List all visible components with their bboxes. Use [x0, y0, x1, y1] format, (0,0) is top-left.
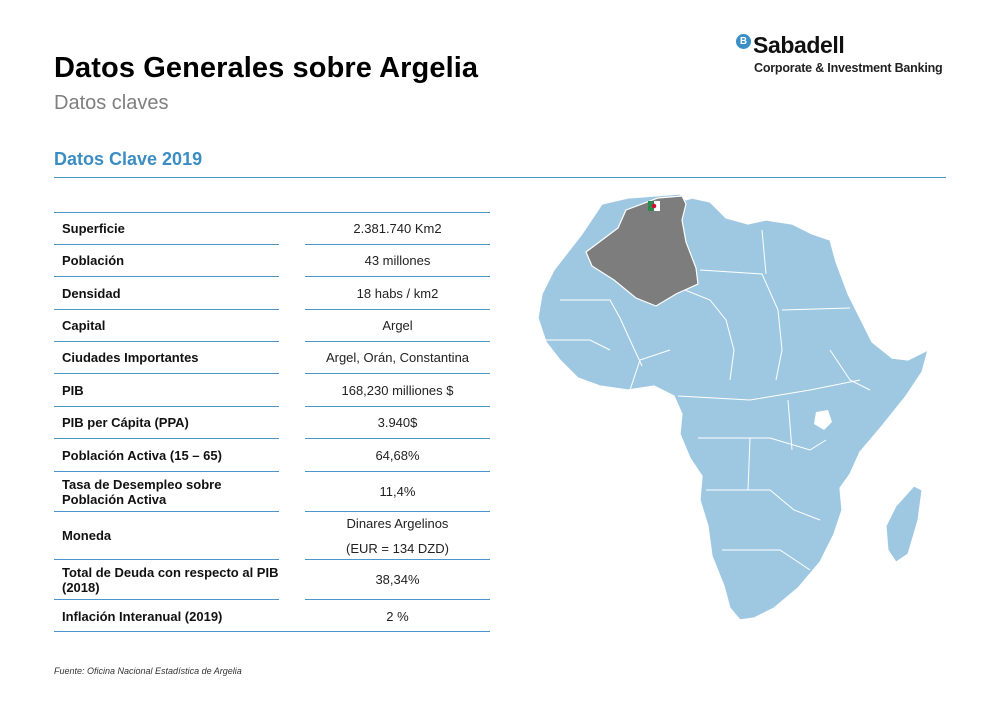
row-label: Tasa de Desempleo sobre Población Activa — [54, 472, 279, 512]
row-value-text: 38,34% — [375, 572, 420, 587]
table-row: Total de Deuda con respecto al PIB (2018… — [54, 560, 490, 600]
algeria-highlight — [585, 195, 699, 307]
table-row: Tasa de Desempleo sobre Población Activa… — [54, 472, 490, 512]
row-label: Densidad — [54, 277, 279, 310]
algeria-flag-icon — [648, 201, 660, 211]
row-value: Argel — [305, 310, 490, 342]
table-row: Inflación Interanual (2019) 2 % — [54, 600, 490, 632]
row-value: 2 % — [305, 600, 490, 632]
sabadell-logo: B Sabadell Corporate & Investment Bankin… — [736, 32, 956, 75]
row-label: Población — [54, 245, 279, 277]
table-top-rule — [54, 212, 490, 213]
row-value-text: Argel, Orán, Constantina — [325, 350, 470, 365]
table-row: Ciudades Importantes Argel, Orán, Constan… — [54, 342, 490, 374]
row-label: Población Activa (15 – 65) — [54, 439, 279, 472]
row-value: 11,4% — [305, 472, 490, 512]
table-row: Capital Argel — [54, 310, 490, 342]
row-label: Total de Deuda con respecto al PIB (2018… — [54, 560, 279, 600]
table-row: Densidad 18 habs / km2 — [54, 277, 490, 310]
table-row: Población Activa (15 – 65) 64,68% — [54, 439, 490, 472]
row-value-text: 168,230 milliones $ — [341, 382, 454, 398]
row-label: PIB — [54, 374, 279, 407]
row-value-text: Dinares Argelinos — [346, 515, 449, 531]
logo-name: Sabadell — [753, 32, 845, 58]
country-borders — [546, 229, 871, 571]
row-value-text: 64,68% — [375, 447, 420, 463]
row-value-text: 43 millones — [364, 253, 431, 268]
row-value-text: 18 habs / km2 — [356, 285, 439, 301]
africa-map — [537, 193, 929, 621]
row-label: Superficie — [54, 213, 279, 245]
row-value: 168,230 milliones $ — [305, 374, 490, 407]
lake-victoria — [814, 410, 832, 430]
row-value-text-secondary: (EUR = 134 DZD) — [346, 540, 449, 556]
row-label: PIB per Cápita (PPA) — [54, 407, 279, 439]
row-value-text: 2.381.740 Km2 — [353, 221, 442, 236]
row-value-text: 2 % — [386, 608, 409, 624]
row-value: 3.940$ — [305, 407, 490, 439]
row-value: 64,68% — [305, 439, 490, 472]
table-row: PIB per Cápita (PPA) 3.940$ — [54, 407, 490, 439]
row-value: Argel, Orán, Constantina — [305, 342, 490, 374]
madagascar — [885, 485, 923, 563]
row-value-text: 11,4% — [379, 484, 416, 499]
table-row: PIB 168,230 milliones $ — [54, 374, 490, 407]
page-title: Datos Generales sobre Argelia — [54, 52, 479, 84]
row-value: 43 millones — [305, 245, 490, 277]
section-heading: Datos Clave 2019 — [54, 149, 203, 169]
section-divider — [54, 177, 946, 178]
row-label: Ciudades Importantes — [54, 342, 279, 374]
row-label: Inflación Interanual (2019) — [62, 608, 223, 624]
page-subtitle: Datos claves — [54, 92, 169, 114]
row-value-text: 3.940$ — [377, 415, 418, 430]
row-value: Dinares Argelinos (EUR = 134 DZD) — [305, 512, 490, 560]
row-label: Moneda — [54, 512, 279, 560]
row-value: 2.381.740 Km2 — [305, 213, 490, 245]
table-row: Población 43 millones — [54, 245, 490, 277]
row-value: 18 habs / km2 — [305, 277, 490, 310]
table-row: Moneda Dinares Argelinos (EUR = 134 DZD) — [54, 512, 490, 560]
africa-continent — [537, 193, 929, 621]
row-value: 38,34% — [305, 560, 490, 600]
key-data-table: Superficie 2.381.740 Km2 Población 43 millo… — [54, 213, 490, 632]
logo-badge-icon: B — [736, 34, 751, 49]
source-footnote: Fuente: Oficina Nacional Estadística de … — [54, 666, 242, 676]
logo-subtitle: Corporate & Investment Banking — [754, 61, 943, 75]
row-label: Capital — [54, 310, 279, 342]
table-row: Superficie 2.381.740 Km2 — [54, 213, 490, 245]
row-value-text: Argel — [382, 318, 413, 333]
